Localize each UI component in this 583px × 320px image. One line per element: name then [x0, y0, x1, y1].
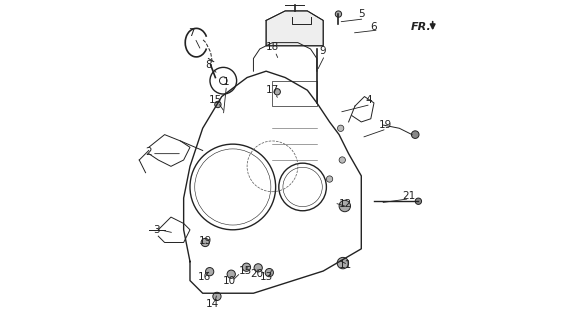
Circle shape [265, 268, 273, 277]
Circle shape [227, 270, 236, 278]
Text: 12: 12 [339, 199, 352, 209]
Text: 2: 2 [145, 147, 152, 157]
Circle shape [338, 125, 344, 132]
Circle shape [326, 176, 333, 182]
Circle shape [335, 11, 342, 17]
Circle shape [339, 200, 350, 212]
Text: 17: 17 [266, 85, 279, 95]
Circle shape [274, 89, 280, 95]
Circle shape [215, 101, 221, 108]
Text: FR.: FR. [411, 22, 432, 32]
Text: 6: 6 [371, 22, 377, 32]
Text: 10: 10 [223, 276, 236, 285]
Text: 3: 3 [153, 225, 160, 235]
Circle shape [213, 292, 221, 300]
Text: 14: 14 [206, 299, 219, 309]
Text: 21: 21 [402, 191, 416, 202]
Text: 7: 7 [188, 28, 195, 38]
Circle shape [201, 238, 209, 247]
Text: 13: 13 [259, 272, 273, 282]
Bar [272, 81, 317, 106]
Circle shape [412, 131, 419, 139]
Text: 19: 19 [199, 236, 212, 246]
Text: 5: 5 [358, 9, 364, 19]
Text: 19: 19 [378, 120, 392, 130]
Text: 18: 18 [266, 42, 279, 52]
Text: 20: 20 [250, 268, 263, 279]
Circle shape [254, 264, 262, 272]
Circle shape [337, 257, 349, 269]
Circle shape [243, 263, 251, 271]
Text: 15: 15 [209, 95, 222, 105]
Text: 1: 1 [223, 77, 230, 87]
Polygon shape [266, 11, 323, 46]
Circle shape [339, 157, 346, 163]
Text: 9: 9 [319, 45, 326, 56]
Text: 8: 8 [206, 60, 212, 70]
Text: 4: 4 [366, 95, 373, 105]
Text: 11: 11 [339, 260, 352, 270]
Text: 15: 15 [239, 266, 252, 276]
Circle shape [206, 268, 214, 276]
Text: 16: 16 [198, 272, 211, 282]
Circle shape [415, 198, 422, 204]
